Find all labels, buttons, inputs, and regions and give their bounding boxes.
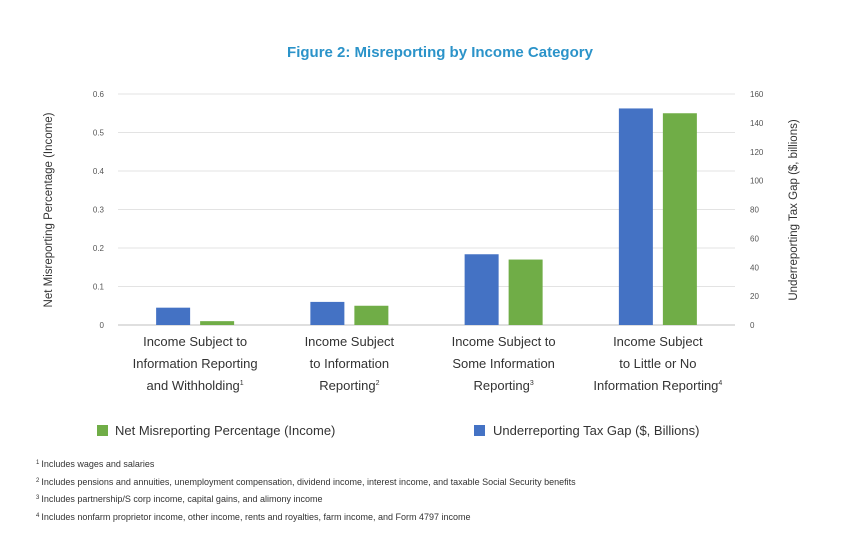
category-label: Income Subject to [143,334,247,349]
gridlines [118,93,735,326]
right-axis-label: Underreporting Tax Gap ($, billions) [788,119,800,300]
right-tick-label: 100 [750,177,764,186]
left-tick-label: 0.1 [93,283,105,292]
category-label: and Withholding1 [147,378,244,393]
right-tick-label: 40 [750,263,759,272]
bar-misreporting-pct [662,113,697,325]
right-tick-label: 60 [750,234,759,243]
left-tick-label: 0.5 [93,129,105,138]
legend-swatch [474,425,485,436]
left-tick-label: 0 [100,321,105,330]
legend-label: Net Misreporting Percentage (Income) [115,423,335,438]
bar-misreporting-pct [354,305,389,325]
right-tick-label: 20 [750,292,759,301]
left-tick-label: 0.3 [93,206,105,215]
misreporting-chart: Figure 2: Misreporting by Income Categor… [43,44,800,438]
right-tick-label: 160 [750,90,764,99]
category-labels: Income Subject to Information Reporting an… [133,334,723,393]
bar-misreporting-pct [200,321,235,325]
left-axis-ticks: 0 0.1 0.2 0.3 0.4 0.5 0.6 [93,90,105,330]
footnote: 2 Includes pensions and annuities, unempl… [36,476,576,487]
right-tick-label: 120 [750,148,764,157]
bar-tax-gap [618,108,653,325]
category-label: Income Subject [613,334,703,349]
right-tick-label: 80 [750,206,759,215]
right-tick-label: 140 [750,119,764,128]
bars [156,108,697,325]
category-label: to Information [310,356,390,371]
left-tick-label: 0.4 [93,167,105,176]
category-label: Some Information [452,356,555,371]
category-label: Reporting2 [319,378,379,393]
category-label: to Little or No [619,356,696,371]
left-axis-label: Net Misreporting Percentage (Income) [43,112,55,307]
bar-tax-gap [310,301,345,325]
left-tick-label: 0.6 [93,90,105,99]
category-label: Income Subject to [452,334,556,349]
chart-title: Figure 2: Misreporting by Income Categor… [287,44,594,61]
category-label: Income Subject [305,334,395,349]
category-label: Information Reporting4 [593,378,722,393]
footnote: 1 Includes wages and salaries [36,459,155,469]
bar-tax-gap [464,254,499,325]
category-label: Information Reporting [133,356,258,371]
legend-swatch [97,425,108,436]
bar-tax-gap [156,307,191,325]
footnote: 4 Includes nonfarm proprietor income, oth… [36,511,471,522]
category-label: Reporting3 [473,378,533,393]
footnotes: 1 Includes wages and salaries 2 Includes pe… [36,455,826,525]
left-tick-label: 0.2 [93,244,105,253]
legend-label: Underreporting Tax Gap ($, Billions) [493,423,699,438]
legend: Net Misreporting Percentage (Income) Unde… [97,423,699,438]
bar-misreporting-pct [508,259,543,325]
right-axis-ticks: 0 20 40 60 80 100 120 140 160 [750,90,764,330]
footnote: 3 Includes partnership/S corp income, cap… [36,494,323,505]
right-tick-label: 0 [750,321,755,330]
